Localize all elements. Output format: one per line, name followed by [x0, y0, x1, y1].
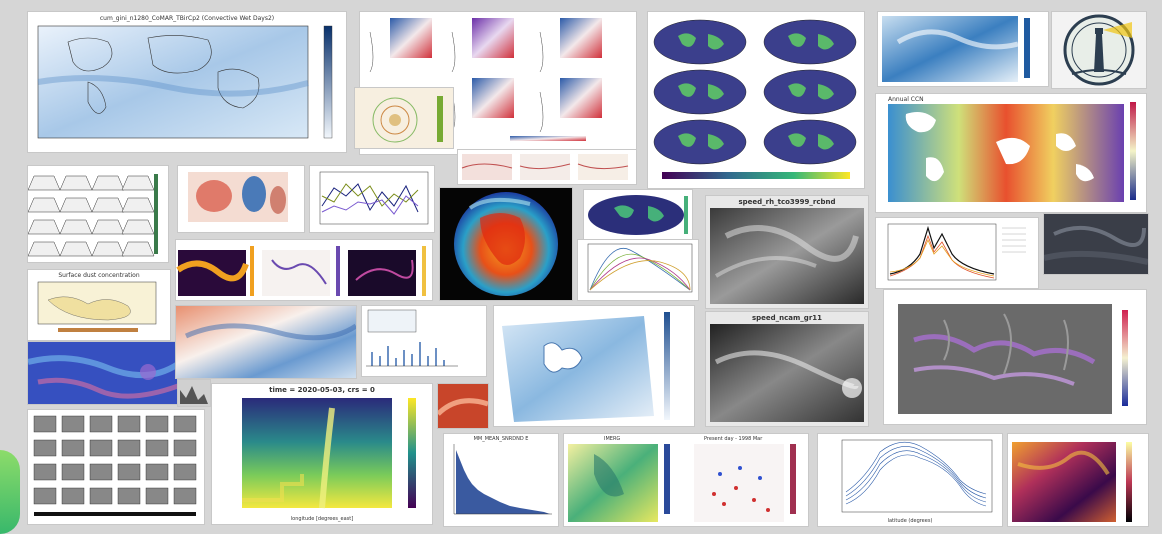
tile-small-barcharts	[362, 306, 486, 376]
title-annual: Annual CCN	[888, 96, 924, 103]
tile-speed-bottom: speed_ncam_gr11	[706, 312, 868, 426]
tile-ice-map	[494, 306, 694, 426]
map-world-blue	[37, 25, 333, 139]
title-present-day: Present day - 1998 Mar	[704, 436, 763, 442]
tile-purple-topography	[884, 290, 1146, 424]
lighthouse-logo-icon	[1063, 14, 1135, 86]
anomaly-map	[188, 172, 288, 222]
inferno-map	[1012, 442, 1132, 522]
tile-world-map-blue: cum_gini_n1280_CoMAR_TBirCp2 (Convective…	[28, 12, 346, 152]
tile-imerg-present: IMERG Present day - 1998 Mar	[564, 434, 808, 526]
curves-chart	[587, 243, 693, 293]
strip-panels	[461, 154, 629, 180]
tile-small-mollweide	[584, 190, 692, 240]
terrain-blue	[882, 16, 1030, 82]
title-imerg: IMERG	[604, 436, 621, 442]
profile-lines	[841, 439, 993, 513]
tile-grayscale-grid	[28, 410, 204, 524]
mollweide-small	[588, 195, 688, 235]
polar-rings	[372, 96, 443, 143]
title-cum-gini: cum_gini_n1280_CoMAR_TBirCp2 (Convective…	[99, 15, 275, 22]
dust-map	[37, 281, 157, 332]
satellite-dark	[1044, 214, 1148, 274]
tile-speed-top: speed_rh_tco3999_rcbnd	[706, 196, 868, 308]
polar-multiples	[28, 174, 158, 257]
axis-longitude: longitude [degrees_east]	[290, 516, 354, 522]
tile-inferno-map	[1008, 434, 1148, 526]
tile-hovmoller: time = 2020-05-03, crs = 0 longitude [de…	[212, 384, 432, 524]
mini-gray	[180, 386, 208, 404]
red-small-map	[438, 384, 488, 428]
tile-colorful-world: Annual CCN	[876, 94, 1146, 212]
tile-mini-gray	[178, 380, 210, 406]
hovmoller-plot	[242, 398, 416, 509]
tile-histogram: MM_MEAN_SNRDND E	[444, 434, 558, 526]
globe-earth	[454, 192, 558, 296]
title-speed-bottom: speed_ncam_gr11	[751, 314, 823, 322]
small-maps	[176, 246, 426, 296]
globes-grid	[653, 19, 857, 179]
title-surface-dust: Surface dust concentration	[58, 272, 140, 279]
tile-dark-satellite	[1044, 214, 1148, 274]
histogram	[453, 444, 552, 515]
line-chart	[319, 171, 429, 225]
tile-strip-panels	[458, 150, 636, 184]
tile-redblue-terrain	[176, 306, 356, 378]
ice-map	[502, 312, 670, 422]
imerg-maps	[568, 444, 796, 522]
tile-polar-rings	[355, 88, 453, 148]
panels-cross-section	[369, 18, 602, 141]
tile-six-globes	[648, 12, 864, 188]
tile-spectrum-lines	[876, 218, 1038, 288]
title-speed-top: speed_rh_tco3999_rcbnd	[738, 198, 836, 206]
tile-purple-satellite	[28, 342, 178, 404]
tile-logo	[1052, 12, 1146, 88]
tile-curves	[578, 240, 698, 300]
tile-blue-terrain	[878, 12, 1048, 86]
small-barcharts	[366, 309, 458, 367]
terrain-redblue	[176, 306, 356, 378]
tile-dark-globe	[440, 188, 572, 300]
green-accent-shape	[0, 450, 20, 534]
tile-three-small-maps	[176, 240, 432, 300]
spectrum-lines	[887, 223, 1026, 281]
tile-red-blue-anomaly	[178, 166, 304, 232]
speed-field-top	[710, 208, 864, 304]
title-time-plot: time = 2020-05-03, crs = 0	[269, 386, 375, 394]
grayscale-grid	[33, 415, 197, 516]
satellite-purple	[28, 342, 178, 404]
title-mm-mean: MM_MEAN_SNRDND E	[473, 436, 529, 442]
tile-line-chart	[310, 166, 434, 232]
tile-surface-dust: Surface dust concentration	[28, 270, 170, 340]
map-colorful	[888, 102, 1136, 202]
speed-field-bottom	[710, 324, 864, 422]
tile-profile-lines: latitude (degrees)	[818, 434, 1002, 526]
tile-polar-small-multiples	[28, 166, 168, 262]
tile-red-small	[438, 384, 488, 428]
axis-latitude: latitude (degrees)	[887, 518, 933, 524]
topography-purple	[898, 304, 1128, 414]
